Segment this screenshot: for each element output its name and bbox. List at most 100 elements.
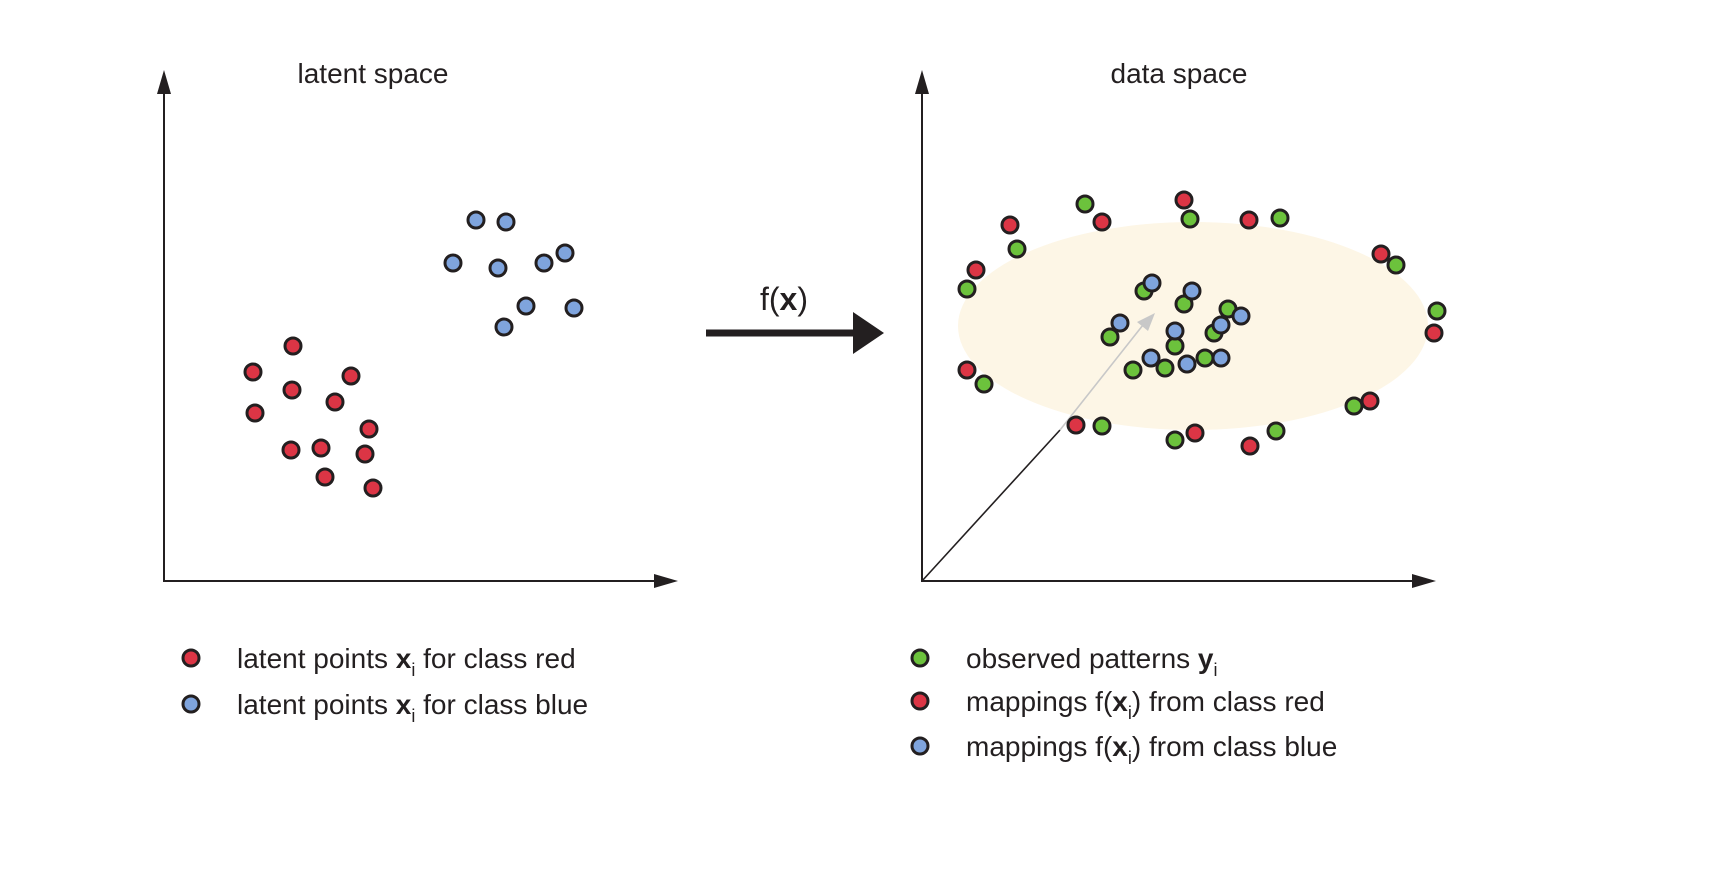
mapping-point-red — [1360, 391, 1380, 411]
legend-label-green: observed patterns yi — [966, 643, 1218, 680]
legend-swatch-red — [910, 691, 930, 711]
observed-pattern-green — [957, 279, 977, 299]
latent-point-red — [281, 440, 301, 460]
legend-label-suffix: for class red — [415, 643, 575, 674]
mapping-arrow-head — [853, 312, 884, 354]
latent-point-red — [355, 444, 375, 464]
data-x-axis-arrowhead — [1412, 574, 1436, 588]
latent-point-red — [359, 419, 379, 439]
observed-pattern-green — [1195, 348, 1215, 368]
latent-point-red — [245, 403, 265, 423]
observed-pattern-green — [1266, 421, 1286, 441]
data-y-axis-arrowhead — [915, 70, 929, 94]
legend-label-variable: x — [396, 689, 412, 720]
mapping-point-red — [1424, 323, 1444, 343]
legend-label-variable: x — [1112, 731, 1128, 762]
mapping-point-red — [1092, 212, 1112, 232]
latent-point-blue — [534, 253, 554, 273]
latent-point-red — [363, 478, 383, 498]
mapping-point-blue — [1211, 348, 1231, 368]
legend-label-variable: y — [1198, 643, 1214, 674]
latent-x-axis-arrowhead — [654, 574, 678, 588]
origin-vector-grey — [1059, 324, 1144, 431]
data-space-panel: data space — [915, 58, 1447, 588]
observed-pattern-green — [1386, 255, 1406, 275]
latent-point-blue — [494, 317, 514, 337]
latent-point-red — [325, 392, 345, 412]
origin-vector-black — [921, 429, 1061, 582]
latent-point-red — [311, 438, 331, 458]
mapping-label: f(x) — [760, 281, 808, 317]
legend-label-variable: x — [396, 643, 412, 674]
data-space-title: data space — [1111, 58, 1248, 89]
legend-label-variable: x — [1112, 686, 1128, 717]
legend-label-red: mappings f(xi) from class red — [966, 686, 1325, 723]
legend-label-subscript: i — [411, 706, 415, 726]
legend-label-prefix: mappings f( — [966, 731, 1113, 762]
mapping-point-red — [1239, 210, 1259, 230]
legend-swatch-blue — [181, 694, 201, 714]
mapping-point-red — [1174, 190, 1194, 210]
mapping-arrow: f(x) — [706, 281, 884, 354]
latent-point-blue — [488, 258, 508, 278]
observed-pattern-green — [1092, 416, 1112, 436]
data-points-group — [957, 190, 1447, 456]
latent-point-blue — [496, 212, 516, 232]
legend-label-subscript: i — [411, 660, 415, 680]
mapping-label-suffix: ) — [797, 281, 808, 317]
mapping-label-variable: x — [780, 281, 798, 317]
legend-swatch-blue — [910, 736, 930, 756]
legend-swatch-red — [181, 648, 201, 668]
legend-label-blue: latent points xi for class blue — [237, 689, 588, 726]
latent-point-red — [315, 467, 335, 487]
legend-label-subscript: i — [1128, 748, 1132, 768]
legend-label-subscript: i — [1128, 703, 1132, 723]
latent-point-blue — [443, 253, 463, 273]
mapping-point-red — [966, 260, 986, 280]
observed-pattern-green — [1100, 327, 1120, 347]
observed-pattern-green — [1075, 194, 1095, 214]
mapping-point-red — [1185, 423, 1205, 443]
observed-pattern-green — [1155, 358, 1175, 378]
legend-swatch-green — [910, 648, 930, 668]
legend-label-suffix: ) from class blue — [1132, 731, 1337, 762]
legend-label-red: latent points xi for class red — [237, 643, 576, 680]
latent-point-red — [282, 380, 302, 400]
origin-vector-arrowhead — [1137, 313, 1155, 331]
observed-pattern-green — [1007, 239, 1027, 259]
mapping-point-blue — [1165, 321, 1185, 341]
data-manifold-ellipse — [958, 222, 1428, 430]
latent-points-group — [243, 210, 584, 498]
observed-pattern-green — [1123, 360, 1143, 380]
latent-point-red — [243, 362, 263, 382]
mapping-point-red — [1240, 436, 1260, 456]
mapping-point-red — [1000, 215, 1020, 235]
latent-point-blue — [516, 296, 536, 316]
legend-label-suffix: ) from class red — [1132, 686, 1325, 717]
observed-pattern-green — [974, 374, 994, 394]
latent-y-axis-arrowhead — [157, 70, 171, 94]
mapping-point-blue — [1142, 273, 1162, 293]
latent-space-panel: latent space — [157, 58, 678, 588]
observed-pattern-green — [1344, 396, 1364, 416]
latent-point-blue — [466, 210, 486, 230]
observed-pattern-green — [1180, 209, 1200, 229]
latent-point-blue — [555, 243, 575, 263]
mapping-point-red — [1066, 415, 1086, 435]
mapping-point-red — [957, 360, 977, 380]
observed-pattern-green — [1427, 301, 1447, 321]
legend-label-prefix: mappings f( — [966, 686, 1113, 717]
mapping-label-prefix: f( — [760, 281, 780, 317]
latent-point-red — [283, 336, 303, 356]
latent-point-blue — [564, 298, 584, 318]
mapping-point-blue — [1177, 354, 1197, 374]
latent-point-red — [341, 366, 361, 386]
mapping-point-blue — [1211, 315, 1231, 335]
mapping-point-blue — [1141, 348, 1161, 368]
legend-label-prefix: latent points — [237, 689, 396, 720]
mapping-point-blue — [1231, 306, 1251, 326]
latent-space-title: latent space — [298, 58, 449, 89]
